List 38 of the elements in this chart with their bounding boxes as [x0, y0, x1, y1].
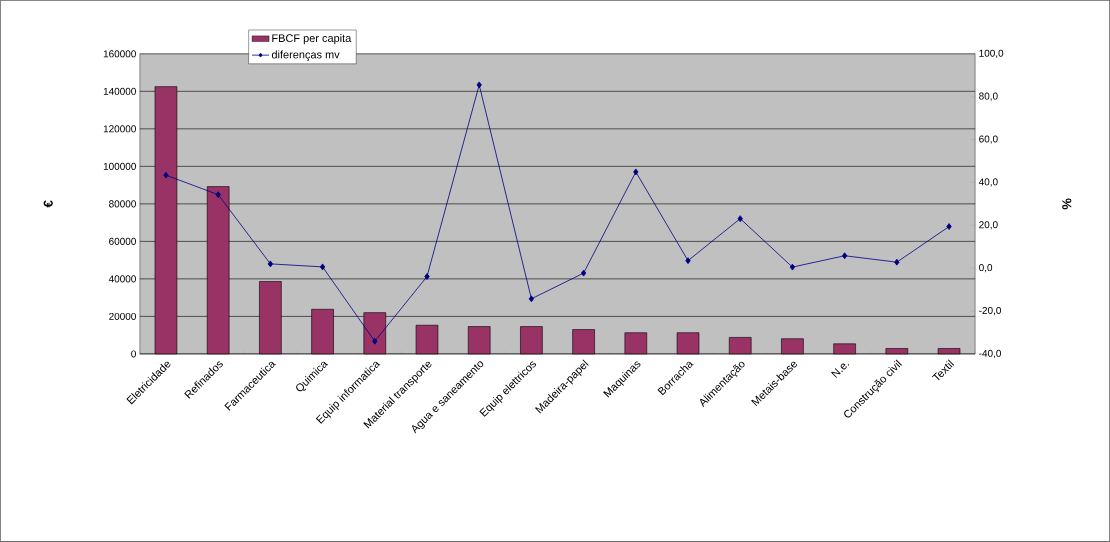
- point: [685, 257, 691, 265]
- legend-label: FBCF per capita: [272, 34, 352, 45]
- x-tick-label: N.e.: [831, 363, 850, 378]
- legend-label: diferenças mv: [271, 50, 340, 61]
- y-tick-label: 60000: [109, 237, 136, 246]
- point: [580, 269, 587, 277]
- y-tick-label: 20000: [109, 312, 136, 321]
- y-tick-label: 160000: [103, 50, 136, 58]
- point: [528, 295, 535, 303]
- point: [946, 223, 952, 231]
- y2-tick-label: 0,0: [979, 264, 993, 273]
- point: [267, 260, 274, 268]
- y2-axis-title: %: [1062, 198, 1072, 210]
- point: [737, 215, 743, 223]
- point: [424, 273, 430, 281]
- point: [841, 252, 848, 260]
- point: [894, 258, 900, 266]
- y-tick-label: 100000: [103, 162, 136, 170]
- point: [163, 171, 169, 179]
- y-axis-title: €: [43, 200, 53, 208]
- point: [789, 263, 796, 271]
- y-tick-label: 120000: [103, 125, 136, 133]
- y-tick-label: 140000: [103, 87, 136, 95]
- y2-tick-label: -20,0: [979, 307, 1001, 316]
- y2-tick-label: 20,0: [979, 221, 998, 230]
- y2-tick-label: 60,0: [979, 135, 998, 144]
- y-tick-label: 40000: [108, 275, 136, 283]
- y2-tick-label: -40,0: [979, 349, 1001, 359]
- y2-tick-label: 40,0: [978, 178, 998, 187]
- point: [215, 191, 221, 199]
- y2-tick-label: 80,0: [979, 92, 998, 101]
- point: [476, 81, 482, 89]
- y2-tick-label: 100,0: [979, 49, 1004, 59]
- y-tick-label: 0: [131, 350, 136, 358]
- y-tick-label: 80000: [109, 200, 136, 208]
- point: [633, 168, 639, 176]
- point: [372, 337, 378, 345]
- point: [319, 263, 326, 271]
